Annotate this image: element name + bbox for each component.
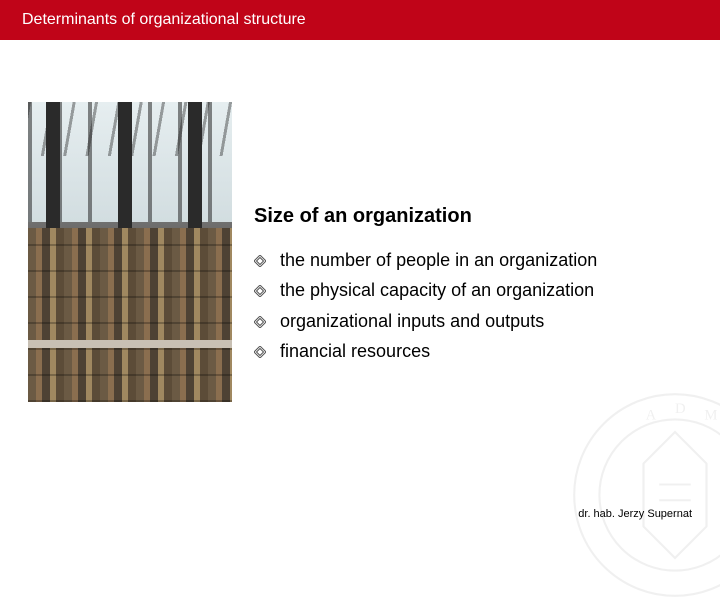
list-item: the physical capacity of an organization (254, 278, 694, 302)
author-credit: dr. hab. Jerzy Supernat (578, 508, 692, 520)
list-item: the number of people in an organization (254, 248, 694, 272)
illustration-pillar (118, 102, 132, 234)
list-item: financial resources (254, 339, 694, 363)
svg-text:A: A (646, 407, 657, 423)
seal-watermark: ADM (570, 390, 720, 600)
content-area: Size of an organization the number of pe… (0, 40, 720, 540)
diamond-icon (254, 345, 266, 357)
side-illustration (28, 102, 232, 402)
svg-text:D: D (675, 401, 686, 417)
bullet-list: the number of people in an organization … (254, 248, 694, 363)
illustration-pillar (46, 102, 60, 234)
bullet-text: financial resources (280, 339, 694, 363)
diamond-icon (254, 315, 266, 327)
illustration-pillar (188, 102, 202, 234)
diamond-icon (254, 254, 266, 266)
list-item: organizational inputs and outputs (254, 309, 694, 333)
illustration-floor (28, 340, 232, 348)
page-title: Determinants of organizational structure (22, 11, 306, 29)
header-bar: Determinants of organizational structure (0, 0, 720, 40)
text-block: Size of an organization the number of pe… (254, 205, 694, 369)
illustration-shelves (28, 228, 232, 402)
svg-text:M: M (704, 407, 717, 423)
diamond-icon (254, 284, 266, 296)
section-heading: Size of an organization (254, 205, 694, 228)
bullet-text: organizational inputs and outputs (280, 309, 694, 333)
bullet-text: the number of people in an organization (280, 248, 694, 272)
bullet-text: the physical capacity of an organization (280, 278, 694, 302)
